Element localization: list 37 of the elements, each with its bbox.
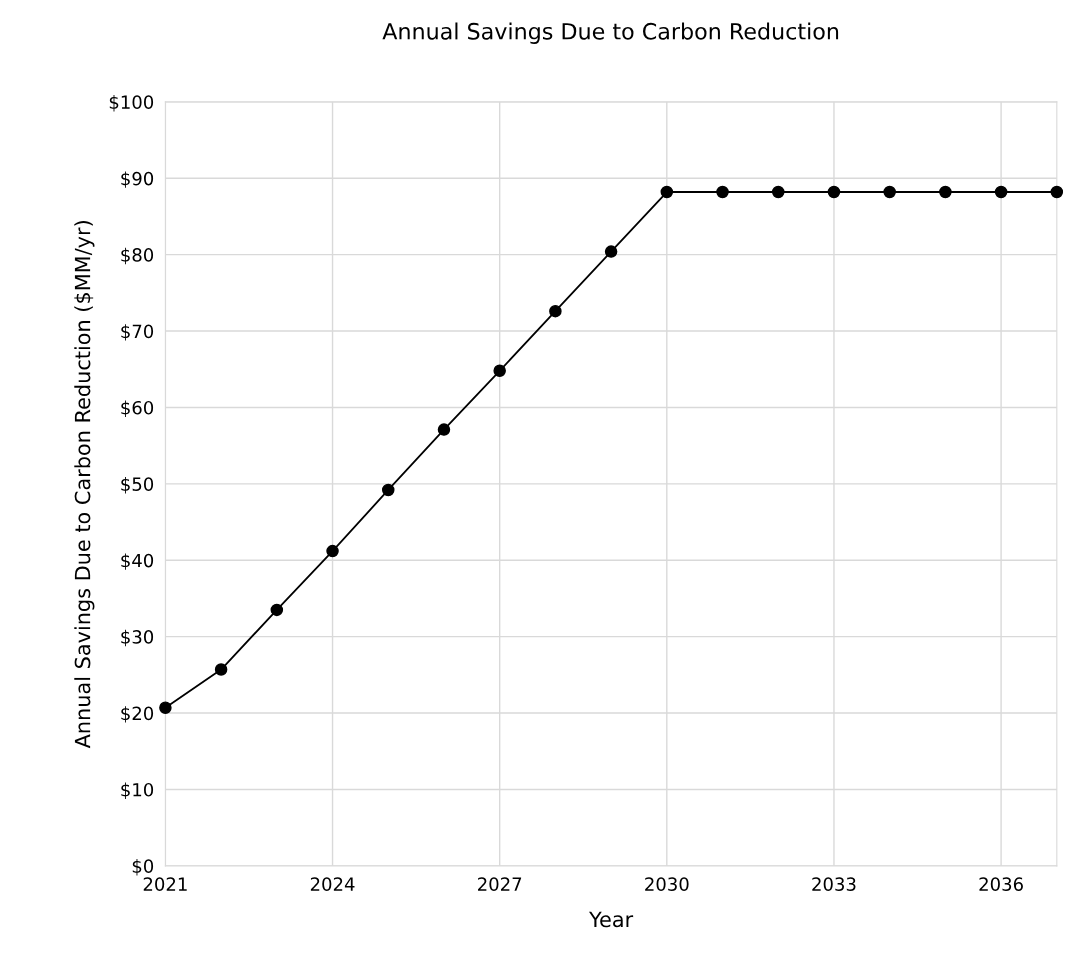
y-tick-label: $80 [121, 247, 154, 265]
x-axis-title: Year [589, 911, 634, 928]
point [437, 423, 451, 436]
point [493, 364, 506, 378]
point [604, 245, 618, 258]
point [1050, 185, 1064, 199]
x-tick-label: 2027 [478, 877, 522, 891]
point [771, 185, 785, 199]
y-tick-label: $30 [121, 629, 154, 647]
y-tick-label: $70 [121, 324, 154, 341]
x-tick-label: 2033 [812, 877, 856, 891]
point [326, 544, 339, 558]
y-tick-label: $60 [121, 400, 154, 417]
point [883, 185, 896, 199]
x-tick-label: 2036 [979, 877, 1023, 891]
point [660, 185, 674, 199]
y-tick-label: $20 [121, 706, 154, 723]
point [827, 185, 841, 199]
chart-title: Annual Savings Due to Carbon Reduction [382, 22, 839, 44]
y-tick-label: $40 [121, 553, 154, 570]
point [270, 603, 284, 617]
y-tick-label: $0 [132, 859, 154, 876]
point [994, 185, 1008, 199]
y-tick-label: $100 [109, 95, 154, 112]
y-tick-label: $50 [121, 477, 154, 494]
point [214, 663, 228, 676]
y-tick-label: $10 [121, 782, 154, 799]
point [382, 483, 395, 497]
point [549, 304, 562, 318]
x-tick-label: 2024 [310, 877, 355, 891]
point [716, 185, 729, 199]
x-tick-label: 2021 [143, 877, 187, 891]
y-tick-label: $90 [121, 171, 154, 188]
x-tick-label: 2030 [645, 877, 689, 891]
y-axis-title: Annual Savings Due to Carbon Reduction ($MM/yr) [74, 221, 95, 749]
point [939, 185, 952, 199]
point [159, 701, 172, 714]
